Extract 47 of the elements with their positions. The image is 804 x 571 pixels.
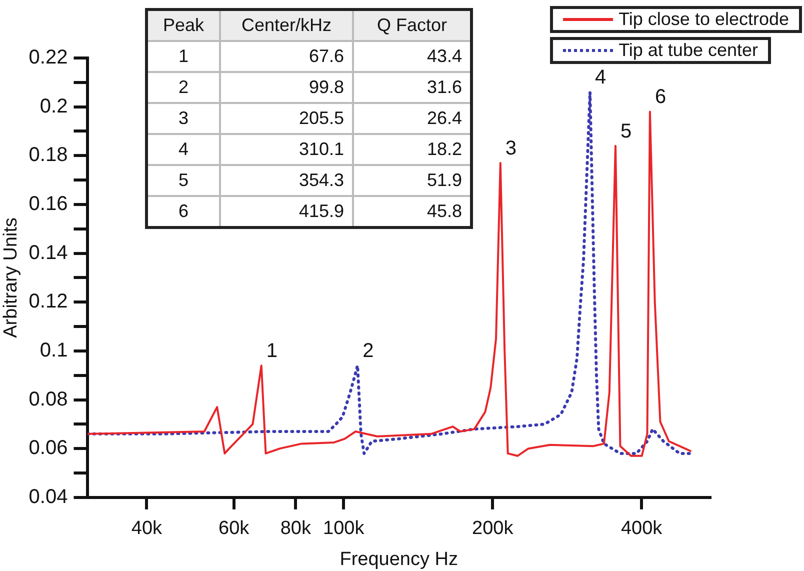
annotation: 26.4 <box>353 103 472 134</box>
y-tick-label: 0.06 <box>28 437 68 460</box>
y-axis-title: Arbitrary Units <box>0 218 22 338</box>
annotation: 5 <box>146 165 220 196</box>
annotation: 3 <box>505 137 517 160</box>
annotation: 2 <box>146 72 220 103</box>
annotation: 310.1 <box>220 134 353 165</box>
annotation: 1 <box>146 41 220 72</box>
annotation: 45.8 <box>353 196 472 228</box>
x-tick-label: 80k <box>280 518 312 540</box>
y-tick-label: 0.16 <box>28 192 68 215</box>
annotation: 67.6 <box>220 41 353 72</box>
annotation: 51.9 <box>353 165 472 196</box>
legend-label: Tip at tube center <box>618 40 758 61</box>
x-tick-label: 400k <box>620 518 663 540</box>
annotation: 1 <box>266 340 278 362</box>
annotation: 4 <box>146 134 220 165</box>
annotation: 6 <box>146 196 220 228</box>
y-tick-label: 0.04 <box>28 486 68 508</box>
x-tick-label: 40k <box>131 518 163 540</box>
y-tick-label: 0.12 <box>28 290 68 313</box>
x-tick-label: 60k <box>218 518 250 540</box>
annotation: 3 <box>146 103 220 134</box>
legend-label: Tip close to electrode <box>618 9 789 30</box>
y-tick-label: 0.14 <box>28 242 68 264</box>
x-tick-label: 200k <box>472 518 514 540</box>
y-tick-label: 0.2 <box>40 95 68 118</box>
annotation: 415.9 <box>220 196 353 228</box>
annotation: 99.8 <box>220 72 353 103</box>
annotation: 205.5 <box>220 103 353 134</box>
y-tick-label: 0.1 <box>40 339 68 362</box>
y-tick-label: 0.08 <box>28 388 68 410</box>
annotation: 31.6 <box>353 72 472 103</box>
annotation: 43.4 <box>353 41 472 72</box>
x-axis-title: Frequency Hz <box>340 548 458 570</box>
text: Center/kHz <box>241 15 332 35</box>
annotation: 18.2 <box>353 134 472 165</box>
x-tick-label: 100k <box>323 518 365 540</box>
text: Peak <box>162 15 204 35</box>
y-tick-label: 0.22 <box>28 46 68 69</box>
annotation: 354.3 <box>220 165 353 196</box>
text: Q Factor <box>376 15 447 35</box>
annotation: 2 <box>362 340 374 362</box>
annotation: 6 <box>654 86 666 108</box>
annotation: 5 <box>620 120 632 142</box>
annotation: 4 <box>595 66 606 89</box>
y-tick-label: 0.18 <box>28 144 68 166</box>
